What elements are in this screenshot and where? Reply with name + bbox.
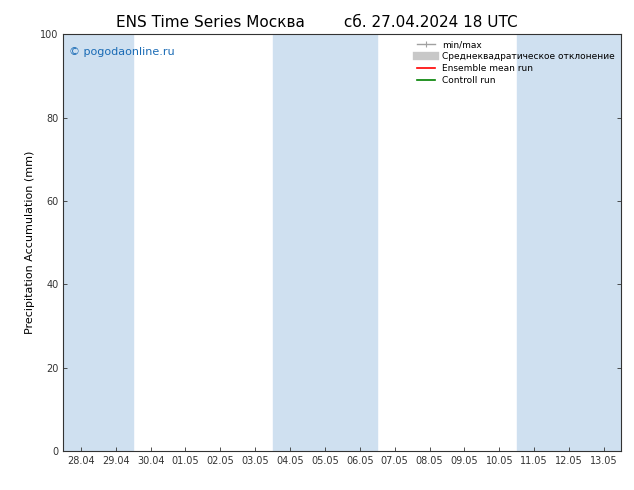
Bar xyxy=(273,34,377,451)
Text: ENS Time Series Москва        сб. 27.04.2024 18 UTC: ENS Time Series Москва сб. 27.04.2024 18… xyxy=(116,15,518,30)
Y-axis label: Precipitation Accumulation (mm): Precipitation Accumulation (mm) xyxy=(25,151,35,334)
Bar xyxy=(63,34,133,451)
Text: © pogodaonline.ru: © pogodaonline.ru xyxy=(69,47,174,57)
Bar xyxy=(517,34,621,451)
Legend: min/max, Среднеквадратическое отклонение, Ensemble mean run, Controll run: min/max, Среднеквадратическое отклонение… xyxy=(413,37,619,88)
